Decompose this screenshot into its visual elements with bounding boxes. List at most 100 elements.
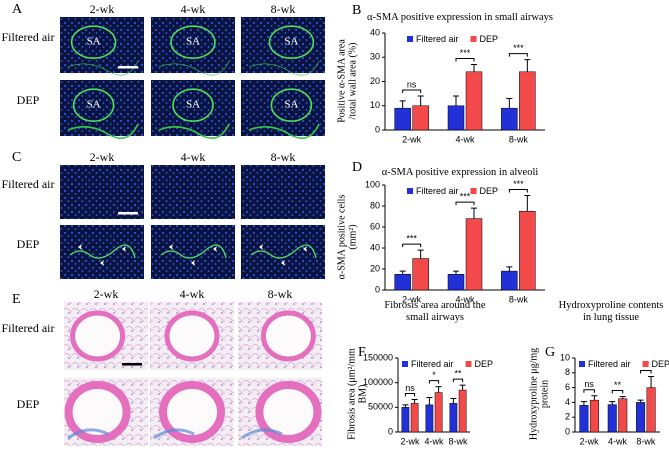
chart-title: Fibrosis area around the small airways — [384, 300, 486, 323]
bar — [465, 218, 483, 291]
y-axis-label: Fibrosis area (μm²/mm BM) — [346, 348, 369, 440]
significance-label: ns — [407, 79, 417, 89]
vessel — [158, 60, 230, 76]
airway-ring — [70, 310, 126, 362]
error-bar — [637, 399, 644, 403]
row-label: DEP — [16, 237, 40, 251]
error-bar — [417, 95, 424, 106]
airway-wall — [268, 25, 315, 60]
panel-letter: G — [545, 345, 556, 360]
bar — [501, 270, 518, 291]
legend-swatch — [470, 188, 477, 194]
arrowhead — [169, 244, 173, 250]
error-bar — [459, 384, 466, 391]
bar — [607, 404, 617, 433]
significance-bracket — [583, 389, 595, 393]
panel-letter: A — [12, 2, 23, 17]
bar — [519, 211, 536, 291]
scale-bar — [118, 212, 138, 215]
x-tick-label: 4-wk — [455, 134, 475, 144]
error-bar — [453, 95, 459, 106]
bar — [410, 403, 419, 433]
legend-label: Filtered air — [411, 359, 454, 369]
error-bar — [524, 59, 531, 72]
micrograph — [241, 165, 325, 219]
y-tick-label: 40 — [370, 242, 380, 252]
error-bar — [609, 401, 616, 405]
legend-swatch — [402, 361, 408, 367]
fibrosis — [153, 428, 195, 440]
significance-label: *** — [513, 179, 524, 189]
bar — [425, 404, 434, 433]
arrowhead — [213, 246, 217, 252]
micrograph — [151, 225, 235, 279]
error-bar — [435, 386, 442, 393]
significance-bracket — [402, 243, 422, 248]
error-bar — [648, 376, 655, 388]
arrowhead — [303, 246, 307, 252]
legend-label: Filtered air — [416, 34, 459, 44]
arrowhead — [281, 260, 285, 266]
airway-wall — [172, 88, 214, 122]
airway-wall — [72, 88, 115, 122]
error-bar — [506, 97, 513, 109]
error-bar — [524, 195, 531, 212]
structure-label: SA — [284, 99, 298, 111]
column-label: 8-wk — [270, 2, 296, 16]
airway-ring — [64, 381, 131, 443]
legend-swatch — [407, 36, 413, 42]
y-tick-label: 30 — [370, 52, 380, 62]
y-tick-label: 0 — [565, 426, 570, 436]
legend-swatch — [407, 188, 413, 194]
micrograph — [60, 225, 144, 279]
panel-letter: B — [352, 3, 362, 18]
y-tick-label: 0 — [375, 124, 380, 134]
alveolar-stain — [160, 244, 227, 259]
y-tick-label: 10 — [560, 352, 570, 362]
column-label: 2-wk — [89, 150, 115, 164]
legend-label: Filtered air — [588, 359, 631, 369]
error-bar — [471, 207, 477, 219]
y-tick-label: 20 — [370, 76, 380, 86]
significance-label: *** — [406, 233, 417, 243]
bar — [449, 403, 458, 433]
significance-bracket — [452, 378, 464, 383]
airway-ring — [164, 310, 220, 362]
x-tick-label: 4-wk — [424, 436, 444, 446]
x-tick-label: 2-wk — [402, 134, 422, 144]
panel-letter: F — [358, 345, 366, 360]
y-tick-label: 100000 — [363, 377, 393, 387]
y-tick-label: 2 — [565, 412, 570, 422]
row-label: DEP — [16, 93, 40, 107]
structure-label: SA — [87, 36, 101, 48]
x-tick-label: 8-wk — [509, 294, 529, 304]
arrowhead — [122, 246, 126, 252]
error-bar — [471, 64, 477, 72]
bar — [646, 387, 656, 433]
fibrosis — [67, 428, 109, 440]
legend-label: DEP — [480, 34, 499, 44]
vessel — [67, 60, 139, 76]
significance-label: * — [432, 370, 436, 380]
significance-label: ns — [584, 379, 594, 389]
error-bar — [417, 249, 424, 259]
significance-bracket — [455, 58, 475, 62]
panel-letter: D — [352, 160, 363, 175]
y-tick-label: 20 — [370, 263, 380, 273]
chart-title: Hydroxyproline contents in lung tissue — [558, 300, 664, 323]
airway-wall — [270, 88, 313, 122]
significance-bracket — [402, 89, 422, 94]
bar — [465, 71, 483, 131]
bar — [434, 392, 443, 433]
arrowhead — [100, 260, 104, 266]
column-label: 2-wk — [93, 287, 119, 301]
micrograph — [60, 17, 144, 73]
significance-bracket — [508, 53, 528, 57]
y-tick-label: 60 — [370, 221, 380, 231]
error-bar — [399, 100, 406, 109]
significance-label: ns — [405, 383, 415, 393]
significance-bracket — [428, 380, 440, 384]
significance-bracket — [611, 389, 624, 394]
